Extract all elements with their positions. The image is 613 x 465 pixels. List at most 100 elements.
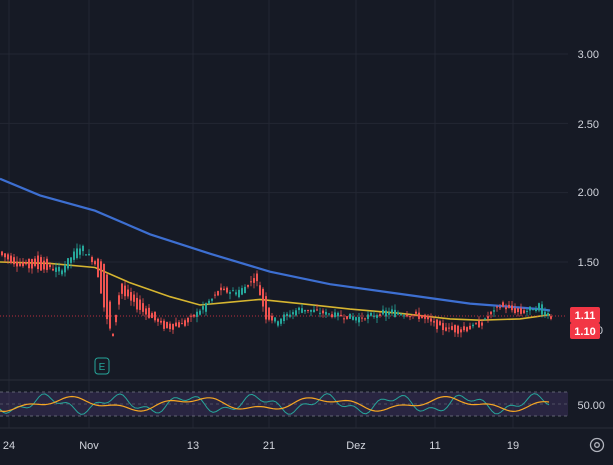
candle [229,290,231,300]
candle [355,316,357,324]
candle [232,287,234,292]
candle [478,316,480,328]
candle [304,309,306,314]
candle [472,322,474,329]
earnings-marker-label: E [99,362,106,373]
candle [274,317,276,324]
candle [430,313,432,326]
candle [22,258,24,268]
candle [421,314,423,319]
time-label-11: 11 [429,440,440,452]
candle [67,258,69,271]
candle [403,313,405,319]
candle [445,322,447,332]
candle [235,289,237,297]
candle [484,317,486,321]
candle [532,308,534,311]
candle [334,308,336,319]
candle [481,319,483,330]
time-axis[interactable]: 24 Nov 13 21 Dez 11 19 [0,427,613,452]
candle [220,283,222,296]
candle [550,314,552,321]
candle [157,317,159,326]
candle [253,273,255,289]
candle [493,306,495,318]
candle [121,282,123,299]
candle [547,309,549,319]
price-tag-lower: 1.10 [570,323,600,339]
candle [295,307,297,317]
candle [199,308,201,316]
candle [13,254,15,267]
price-tag-upper-label: 1.11 [575,310,596,322]
candle [181,318,183,325]
candle [130,287,132,306]
candle [136,292,138,313]
candle [160,317,162,325]
candle [463,322,465,333]
settings-button[interactable] [586,434,608,456]
candle [154,311,156,323]
earnings-marker[interactable]: E [94,357,110,375]
candle [94,259,96,266]
candle [382,305,384,316]
candle [118,292,120,310]
candle [190,313,192,322]
candle [391,305,393,317]
candle [211,298,213,303]
candle [25,259,27,266]
candlestick-series [1,243,552,338]
time-label-19: 19 [507,440,519,452]
candle [46,256,48,273]
candle [97,257,99,278]
candle [256,270,258,287]
candle [448,323,450,333]
candle [349,313,351,319]
candle [502,300,504,308]
price-label-2-5: 2.50 [578,119,599,131]
candle [79,244,81,259]
time-label-dez: Dez [346,440,366,452]
candle [100,259,102,295]
candle [61,268,63,277]
candle [148,304,150,319]
indicator-axis-label: 50.00 [577,400,605,412]
candle [259,281,261,296]
candle [433,317,435,327]
candle [325,308,327,318]
candle [505,303,507,314]
candle [43,256,45,274]
candle [109,300,111,331]
candle [367,311,369,324]
candle [475,321,477,325]
moving-average-long [0,177,551,312]
candle [28,258,30,273]
candle [289,310,291,319]
price-label-3: 3.00 [578,49,599,61]
indicator-pane[interactable]: 50.00 [0,379,613,417]
grid-lines [0,0,568,428]
candle [352,312,354,321]
candle [271,313,273,324]
candle [133,291,135,307]
candle [265,292,267,324]
candle [34,255,36,268]
candle [499,303,501,311]
candle [64,261,66,277]
candle [418,307,420,322]
candle [412,314,414,319]
candle [469,322,471,330]
candle [85,253,87,256]
candle [544,307,546,318]
candle [487,311,489,323]
candle [454,324,456,337]
candle [529,306,531,316]
candle [103,263,105,312]
candle [142,298,144,316]
price-tag-lower-label: 1.10 [574,326,595,338]
candle [52,264,54,272]
price-axis[interactable]: 3.00 2.50 2.00 1.50 0 [578,49,603,337]
price-tag-upper: 1.11 [570,307,600,323]
